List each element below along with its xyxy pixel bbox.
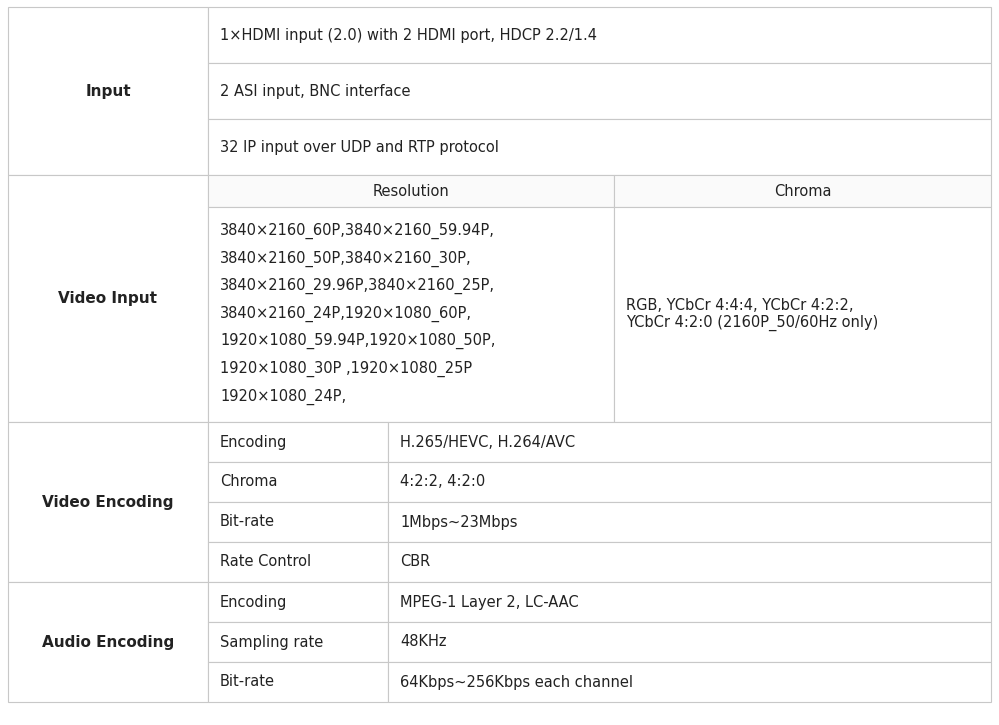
Bar bbox=[8, 175, 208, 422]
Bar bbox=[8, 7, 208, 175]
Text: Audio Encoding: Audio Encoding bbox=[42, 634, 174, 650]
Text: Sampling rate: Sampling rate bbox=[220, 634, 324, 650]
Text: Resolution: Resolution bbox=[373, 183, 450, 199]
Bar bbox=[8, 422, 208, 582]
Bar bbox=[388, 542, 991, 582]
Bar bbox=[208, 622, 388, 662]
Text: Encoding: Encoding bbox=[220, 594, 288, 610]
Text: Input: Input bbox=[85, 83, 131, 99]
Bar bbox=[388, 422, 991, 462]
Bar bbox=[208, 63, 991, 119]
Bar bbox=[208, 462, 388, 502]
Text: 32 IP input over UDP and RTP protocol: 32 IP input over UDP and RTP protocol bbox=[220, 139, 499, 154]
Text: Rate Control: Rate Control bbox=[220, 555, 311, 570]
Bar bbox=[208, 542, 388, 582]
Text: 3840×2160_60P,3840×2160_59.94P,: 3840×2160_60P,3840×2160_59.94P, bbox=[220, 223, 495, 239]
Bar bbox=[388, 582, 991, 622]
Text: Video Encoding: Video Encoding bbox=[42, 494, 174, 510]
Text: RGB, YCbCr 4:4:4, YCbCr 4:2:2,
YCbCr 4:2:0 (2160P_50/60Hz only): RGB, YCbCr 4:4:4, YCbCr 4:2:2, YCbCr 4:2… bbox=[626, 298, 878, 331]
Text: Bit-rate: Bit-rate bbox=[220, 515, 275, 529]
Text: 1920×1080_59.94P,1920×1080_50P,: 1920×1080_59.94P,1920×1080_50P, bbox=[220, 334, 496, 349]
Text: CBR: CBR bbox=[400, 555, 431, 570]
Bar bbox=[208, 662, 388, 702]
Text: 64Kbps~256Kbps each channel: 64Kbps~256Kbps each channel bbox=[400, 674, 633, 689]
Bar bbox=[614, 175, 991, 207]
Text: 1920×1080_24P,: 1920×1080_24P, bbox=[220, 389, 346, 405]
Text: Bit-rate: Bit-rate bbox=[220, 674, 275, 689]
Text: 2 ASI input, BNC interface: 2 ASI input, BNC interface bbox=[220, 83, 411, 99]
Text: 1Mbps~23Mbps: 1Mbps~23Mbps bbox=[400, 515, 517, 529]
Bar bbox=[208, 422, 388, 462]
Text: Video Input: Video Input bbox=[59, 291, 158, 306]
Text: Chroma: Chroma bbox=[774, 183, 831, 199]
Bar bbox=[208, 119, 991, 175]
Text: 1×HDMI input (2.0) with 2 HDMI port, HDCP 2.2/1.4: 1×HDMI input (2.0) with 2 HDMI port, HDC… bbox=[220, 28, 597, 43]
Text: MPEG-1 Layer 2, LC-AAC: MPEG-1 Layer 2, LC-AAC bbox=[400, 594, 578, 610]
Bar bbox=[614, 207, 991, 422]
Text: 1920×1080_30P ,1920×1080_25P: 1920×1080_30P ,1920×1080_25P bbox=[220, 361, 473, 377]
Text: 3840×2160_24P,1920×1080_60P,: 3840×2160_24P,1920×1080_60P, bbox=[220, 306, 472, 322]
Text: Chroma: Chroma bbox=[220, 474, 278, 489]
Text: H.265/HEVC, H.264/AVC: H.265/HEVC, H.264/AVC bbox=[400, 434, 575, 450]
Bar bbox=[208, 175, 614, 207]
Text: 3840×2160_29.96P,3840×2160_25P,: 3840×2160_29.96P,3840×2160_25P, bbox=[220, 278, 495, 294]
Text: 4:2:2, 4:2:0: 4:2:2, 4:2:0 bbox=[400, 474, 486, 489]
Text: Encoding: Encoding bbox=[220, 434, 288, 450]
Bar bbox=[208, 207, 614, 422]
Bar bbox=[388, 662, 991, 702]
Text: 3840×2160_50P,3840×2160_30P,: 3840×2160_50P,3840×2160_30P, bbox=[220, 251, 472, 267]
Bar bbox=[208, 7, 991, 63]
Bar bbox=[8, 582, 208, 702]
Bar bbox=[388, 622, 991, 662]
Bar bbox=[208, 502, 388, 542]
Bar bbox=[208, 582, 388, 622]
Text: 48KHz: 48KHz bbox=[400, 634, 447, 650]
Bar bbox=[388, 502, 991, 542]
Bar bbox=[388, 462, 991, 502]
